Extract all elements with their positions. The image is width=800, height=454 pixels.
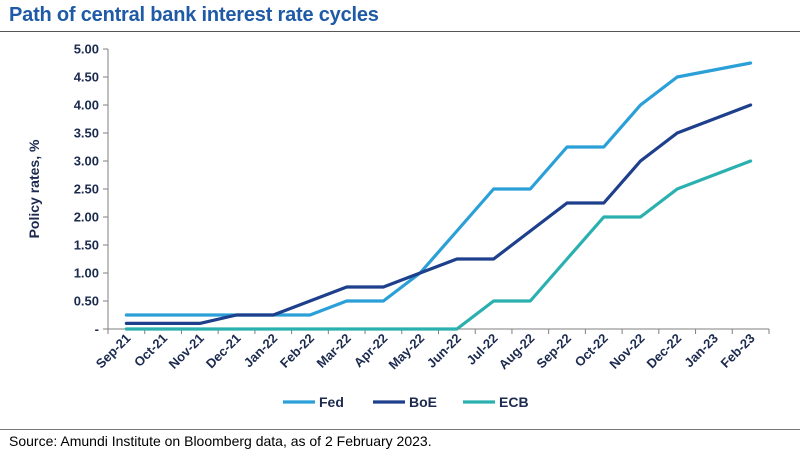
x-tick-label: Mar-22 — [314, 331, 354, 371]
series-line-ecb — [124, 159, 753, 331]
title-divider — [0, 31, 800, 32]
x-axis: Sep-21Oct-21Nov-21Dec-21Jan-22Feb-22Mar-… — [93, 328, 770, 373]
x-tick-label: Oct-22 — [572, 331, 611, 370]
x-tick-label: Jan-22 — [241, 331, 281, 371]
x-tick-label: Sep-21 — [93, 331, 134, 372]
x-tick-label: Dec-22 — [644, 331, 685, 372]
x-tick-label: Jun-22 — [424, 331, 464, 371]
y-tick-label: 0.50 — [74, 294, 99, 309]
y-tick-label: 4.00 — [74, 98, 99, 113]
y-axis: - 0.50 1.00 1.50 2.00 2.50 3.00 3.50 4.00 4.50 5.0… — [26, 42, 109, 337]
x-tick-label: Dec-21 — [203, 331, 244, 372]
x-tick-label: May-22 — [385, 331, 427, 373]
series-line-fed — [124, 61, 753, 317]
y-tick-label: - — [95, 322, 99, 337]
x-tick-label: Feb-22 — [277, 331, 317, 371]
chart-title: Path of central bank interest rate cycle… — [9, 4, 379, 26]
y-tick-label: 4.50 — [74, 70, 99, 85]
source-note: Source: Amundi Institute on Bloomberg da… — [9, 433, 432, 449]
series-lines — [124, 61, 753, 331]
line-chart: - 0.50 1.00 1.50 2.00 2.50 3.00 3.50 4.00 4.50 5.0… — [26, 42, 770, 410]
y-tick-label: 1.00 — [74, 266, 99, 281]
y-tick-label: 5.00 — [74, 42, 99, 57]
legend-label-fed: Fed — [319, 394, 344, 410]
y-tick-label: 3.50 — [74, 126, 99, 141]
legend-label-ecb: ECB — [499, 394, 529, 410]
legend: Fed BoE ECB — [283, 394, 529, 410]
x-tick-label: Oct-21 — [131, 331, 170, 370]
y-tick-label: 2.00 — [74, 210, 99, 225]
source-divider — [0, 429, 800, 430]
y-tick-label: 1.50 — [74, 238, 99, 253]
x-tick-label: Jan-23 — [681, 331, 721, 371]
x-tick-label: Apr-22 — [351, 331, 391, 371]
series-line-boe — [124, 103, 753, 325]
y-axis-title: Policy rates, % — [26, 139, 42, 238]
x-tick-label: Feb-23 — [718, 331, 758, 371]
y-tick-label: 3.00 — [74, 154, 99, 169]
x-tick-label: Aug-22 — [496, 331, 538, 373]
x-tick-label: Sep-22 — [533, 331, 574, 372]
x-tick-label: Nov-21 — [166, 331, 207, 372]
x-tick-label: Nov-22 — [606, 331, 647, 372]
legend-label-boe: BoE — [409, 394, 437, 410]
y-tick-label: 2.50 — [74, 182, 99, 197]
